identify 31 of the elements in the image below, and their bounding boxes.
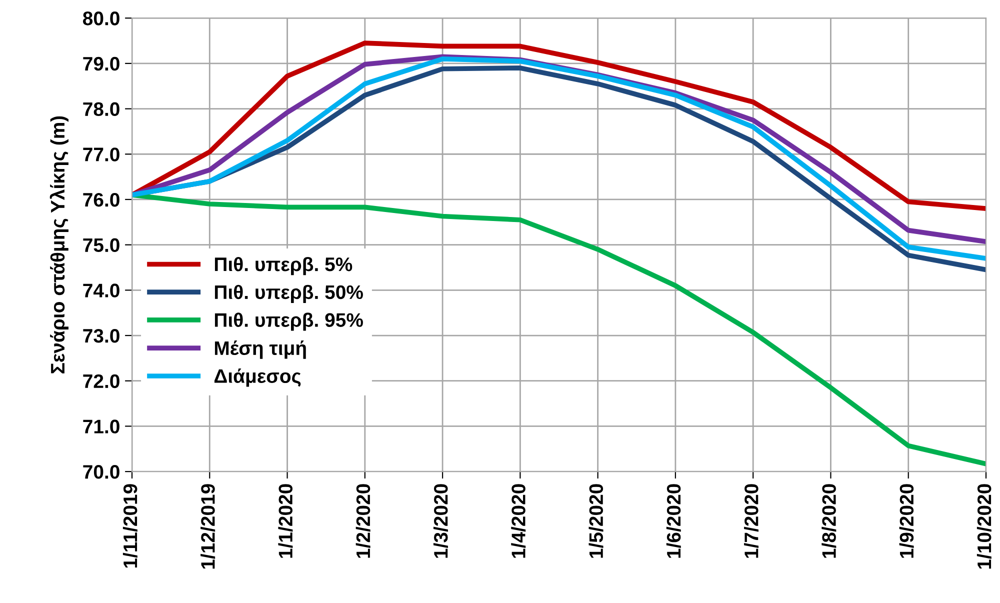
x-tick-label: 1/5/2020 <box>588 484 604 558</box>
y-tick-label: 71.0 <box>83 420 120 434</box>
y-axis-title: Σενάριο στάθμης Υλίκης (m) <box>50 116 68 374</box>
y-tick-label: 80.0 <box>82 12 120 26</box>
x-tick-label: 1/12/2019 <box>200 484 216 569</box>
legend-label: Πιθ. υπερβ. 95% <box>214 312 363 331</box>
x-tick-label: 1/11/2019 <box>122 484 138 568</box>
y-tick-label: 79.0 <box>83 56 120 71</box>
x-tick-label: 1/3/2020 <box>433 484 448 558</box>
y-tick-label: 75.0 <box>83 238 120 252</box>
x-tick-label: 1/10/2020 <box>976 484 992 569</box>
y-tick-label: 72.0 <box>83 374 120 388</box>
line-series <box>132 192 986 466</box>
legend-label: Μέση τιμή <box>214 340 306 359</box>
y-tick-label: 78.0 <box>83 102 120 116</box>
legend-label: Διάμεσος <box>214 368 301 387</box>
legend-label: Πιθ. υπερβ. 50% <box>214 284 363 303</box>
y-tick-label: 73.0 <box>83 328 120 343</box>
x-tick-label: 1/6/2020 <box>666 484 681 558</box>
legend-label: Πιθ. υπερβ. 5% <box>214 256 352 276</box>
x-tick-label: 1/7/2020 <box>744 484 759 558</box>
x-tick-label: 1/4/2020 <box>511 484 526 558</box>
x-tick-label: 1/8/2020 <box>822 484 836 558</box>
x-tick-label: 1/1/2020 <box>278 484 293 558</box>
line-series <box>132 40 986 211</box>
y-tick-label: 74.0 <box>83 284 120 298</box>
y-tick-label: 76.0 <box>83 192 120 207</box>
x-tick-label: 1/2/2020 <box>356 484 370 558</box>
x-tick-label: 1/9/2020 <box>899 484 914 558</box>
y-tick-label: 70.0 <box>83 465 120 479</box>
y-tick-label: 77.0 <box>83 148 120 162</box>
